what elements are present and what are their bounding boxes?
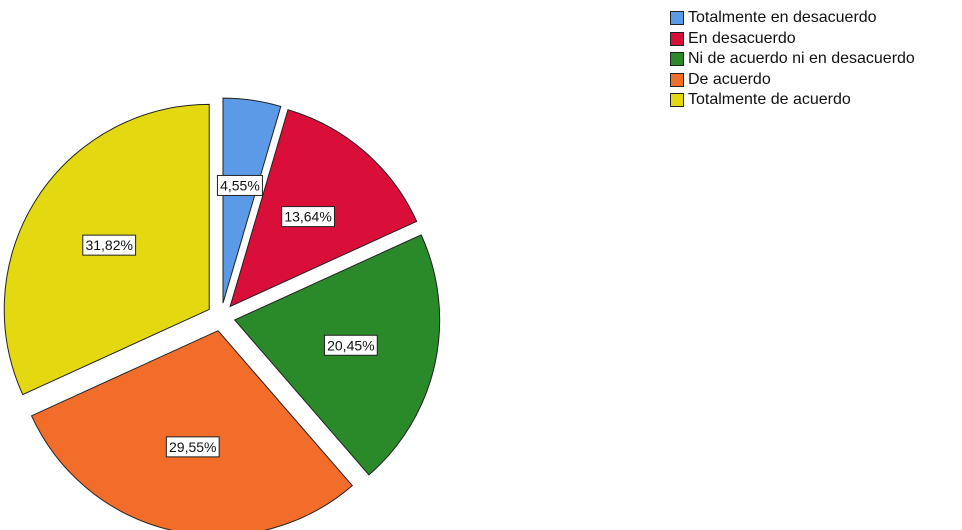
legend-item-de-acuerdo: De acuerdo — [670, 70, 915, 91]
legend-swatch — [670, 11, 684, 26]
legend-item-totalmente-en-desacuerdo: Totalmente en desacuerdo — [670, 8, 915, 29]
slice-data-label: 29,55% — [165, 436, 220, 458]
legend-swatch — [670, 52, 684, 67]
slice-data-label: 31,82% — [82, 234, 137, 256]
legend-swatch — [670, 93, 684, 108]
slice-data-label: 13,64% — [281, 206, 335, 228]
legend-label: De acuerdo — [688, 70, 771, 88]
slice-label-box — [323, 334, 378, 356]
legend-swatch — [670, 72, 684, 87]
slice-label-box — [216, 174, 263, 196]
slice-label-text: 29,55% — [169, 439, 216, 455]
slice-label-text: 4,55% — [220, 177, 260, 193]
legend-item-ni-de-acuerdo-ni-en-desacuerdo: Ni de acuerdo ni en desacuerdo — [670, 49, 915, 70]
chart-legend: Totalmente en desacuerdo En desacuerdo N… — [670, 8, 915, 111]
legend-item-en-desacuerdo: En desacuerdo — [670, 29, 915, 50]
pie-slice — [222, 97, 282, 304]
legend-label: Totalmente en desacuerdo — [688, 9, 877, 27]
slice-data-label: 4,55% — [216, 174, 263, 196]
legend-label: Ni de acuerdo ni en desacuerdo — [688, 50, 915, 68]
slice-label-box — [165, 436, 220, 458]
legend-label: Totalmente de acuerdo — [688, 91, 851, 109]
slice-label-text: 13,64% — [284, 209, 331, 225]
slice-data-label: 20,45% — [323, 334, 378, 356]
slice-label-box — [82, 234, 137, 256]
pie-slice — [30, 330, 353, 530]
slice-label-text: 31,82% — [85, 237, 132, 253]
legend-label: En desacuerdo — [688, 29, 796, 47]
legend-swatch — [670, 31, 684, 46]
legend-item-totalmente-de-acuerdo: Totalmente de acuerdo — [670, 90, 915, 111]
slice-label-box — [281, 206, 335, 228]
slice-label-text: 20,45% — [327, 337, 374, 353]
